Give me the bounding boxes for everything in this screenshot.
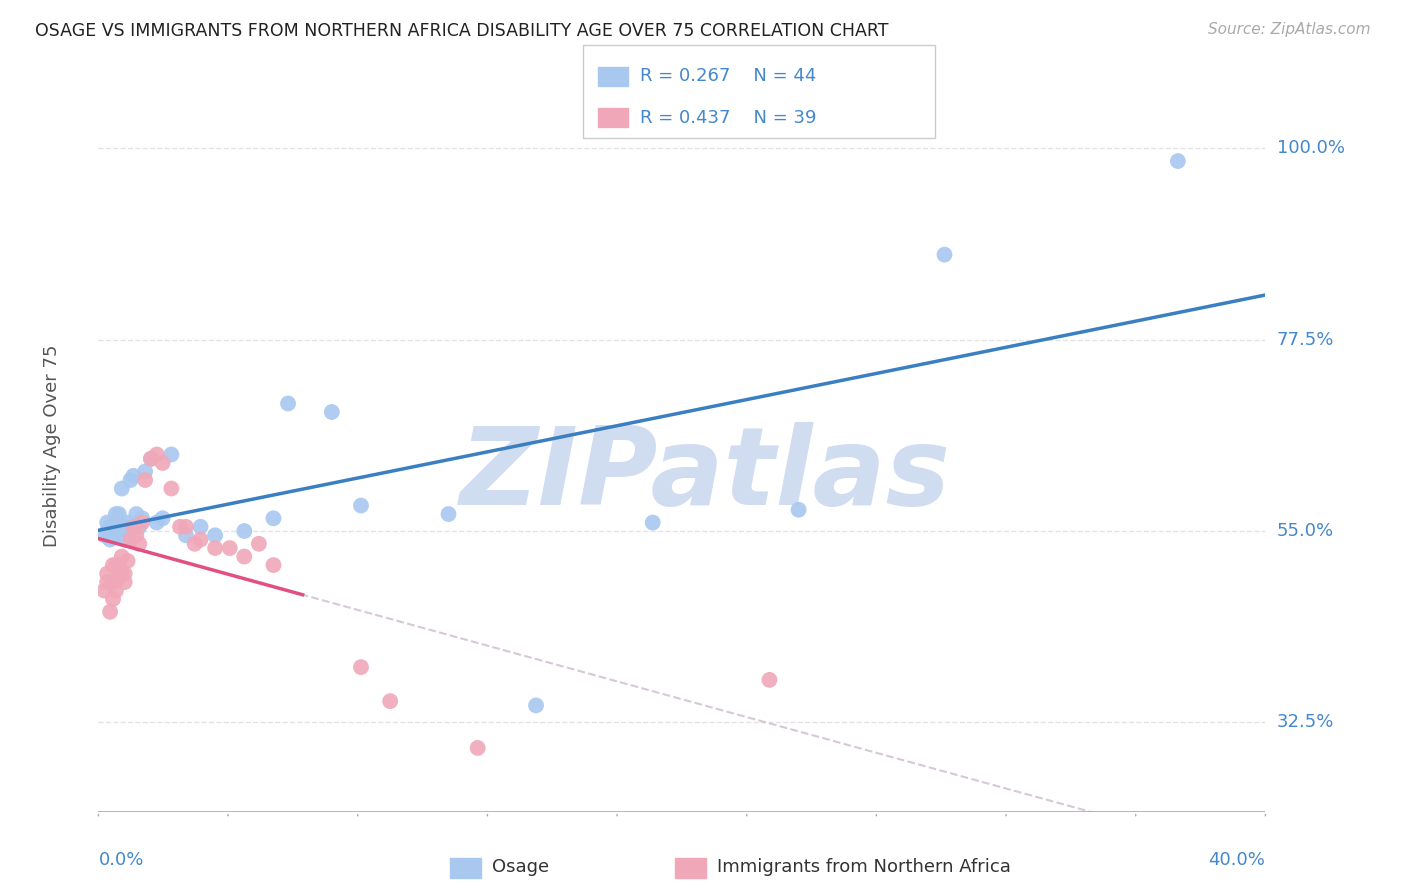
Point	[111, 482, 134, 496]
Point	[108, 520, 131, 534]
Point	[934, 247, 956, 261]
Point	[108, 558, 131, 572]
Point	[108, 507, 131, 521]
Point	[262, 558, 284, 572]
Point	[104, 507, 127, 521]
Point	[174, 528, 197, 542]
Point	[111, 524, 134, 538]
Point	[641, 516, 664, 530]
Text: Osage: Osage	[492, 858, 550, 876]
Point	[104, 520, 127, 534]
Point	[125, 507, 148, 521]
Point	[108, 516, 131, 530]
Point	[128, 537, 150, 551]
Point	[134, 465, 156, 479]
Point	[104, 558, 127, 572]
Point	[122, 468, 145, 483]
Point	[277, 396, 299, 410]
Point	[233, 549, 256, 564]
Point	[114, 575, 136, 590]
Text: Disability Age Over 75: Disability Age Over 75	[42, 344, 60, 548]
Point	[96, 516, 118, 530]
Point	[117, 554, 139, 568]
Point	[350, 499, 373, 513]
Point	[787, 503, 810, 517]
Point	[114, 520, 136, 534]
Point	[128, 520, 150, 534]
Point	[101, 528, 124, 542]
Point	[111, 549, 134, 564]
Point	[93, 528, 115, 542]
Point	[117, 516, 139, 530]
Point	[321, 405, 343, 419]
Point	[190, 520, 212, 534]
Text: 40.0%: 40.0%	[1209, 851, 1265, 869]
Point	[111, 566, 134, 581]
Point	[120, 473, 142, 487]
Point	[152, 456, 174, 470]
Point	[98, 520, 121, 534]
Text: OSAGE VS IMMIGRANTS FROM NORTHERN AFRICA DISABILITY AGE OVER 75 CORRELATION CHAR: OSAGE VS IMMIGRANTS FROM NORTHERN AFRICA…	[35, 22, 889, 40]
Point	[437, 507, 460, 521]
Text: 55.0%: 55.0%	[1277, 522, 1334, 540]
Point	[111, 520, 134, 534]
Point	[104, 583, 127, 598]
Point	[169, 520, 191, 534]
Point	[174, 520, 197, 534]
Point	[183, 537, 205, 551]
Point	[96, 566, 118, 581]
Point	[101, 592, 124, 607]
Point	[101, 575, 124, 590]
Point	[1167, 154, 1189, 169]
Text: ZIPatlas: ZIPatlas	[460, 422, 950, 528]
Text: Source: ZipAtlas.com: Source: ZipAtlas.com	[1208, 22, 1371, 37]
Point	[125, 528, 148, 542]
Point	[758, 673, 780, 687]
Point	[467, 740, 489, 755]
Point	[160, 448, 183, 462]
Point	[350, 660, 373, 674]
Point	[247, 537, 270, 551]
Point	[104, 528, 127, 542]
Text: Immigrants from Northern Africa: Immigrants from Northern Africa	[717, 858, 1011, 876]
Point	[146, 448, 169, 462]
Text: 0.0%: 0.0%	[98, 851, 143, 869]
Point	[233, 524, 256, 538]
Point	[380, 694, 402, 708]
Point	[190, 533, 212, 547]
Point	[204, 528, 226, 542]
Point	[114, 566, 136, 581]
Text: 100.0%: 100.0%	[1277, 139, 1344, 157]
Text: 77.5%: 77.5%	[1277, 331, 1334, 349]
Point	[139, 451, 162, 466]
Point	[204, 541, 226, 555]
Point	[152, 511, 174, 525]
Point	[101, 520, 124, 534]
Point	[101, 524, 124, 538]
Point	[122, 520, 145, 534]
Text: R = 0.267    N = 44: R = 0.267 N = 44	[640, 68, 815, 86]
Point	[93, 583, 115, 598]
Point	[524, 698, 547, 713]
Point	[108, 571, 131, 585]
Point	[96, 524, 118, 538]
Point	[131, 516, 153, 530]
Point	[139, 451, 162, 466]
Point	[262, 511, 284, 525]
Point	[160, 482, 183, 496]
Point	[98, 605, 121, 619]
Point	[101, 558, 124, 572]
Point	[98, 533, 121, 547]
Point	[114, 533, 136, 547]
Point	[218, 541, 240, 555]
Point	[134, 473, 156, 487]
Point	[96, 575, 118, 590]
Point	[146, 516, 169, 530]
Text: R = 0.437    N = 39: R = 0.437 N = 39	[640, 109, 817, 127]
Point	[120, 533, 142, 547]
Point	[131, 511, 153, 525]
Text: 32.5%: 32.5%	[1277, 714, 1334, 731]
